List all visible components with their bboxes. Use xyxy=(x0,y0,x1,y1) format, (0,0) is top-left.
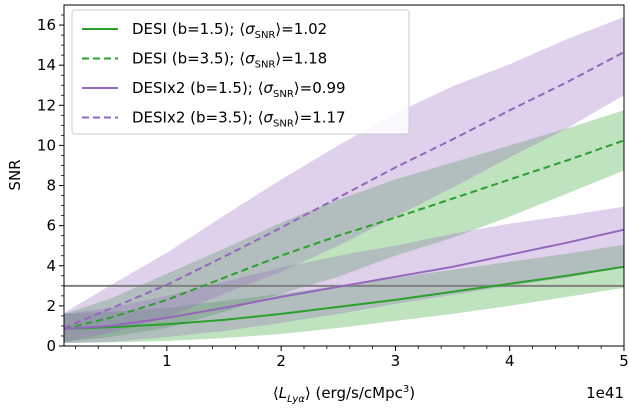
plot-frame xyxy=(63,4,625,347)
y-tick-label: 8 xyxy=(46,177,56,195)
legend-box xyxy=(71,9,410,135)
x-tick-label: 2 xyxy=(276,352,286,370)
line-series-4 xyxy=(63,51,625,329)
x-axis-label: ⟨LLyα⟩ (erg/s/cMpc3) xyxy=(273,384,415,405)
legend-label-2: DESI (b=3.5); ⟨σSNR⟩=1.18 xyxy=(132,50,327,71)
x-tick-label: 5 xyxy=(619,352,629,370)
x-tick-label: 1 xyxy=(162,352,172,370)
x-tick-label: 3 xyxy=(391,352,401,370)
band-series-1 xyxy=(64,244,624,343)
legend-label-1: DESI (b=1.5); ⟨σSNR⟩=1.02 xyxy=(132,20,327,41)
line-series-3 xyxy=(63,228,625,330)
y-tick-label: 0 xyxy=(46,337,56,355)
legend-label-3: DESIx2 (b=1.5); ⟨σSNR⟩=0.99 xyxy=(132,79,346,100)
x-tick-label: 4 xyxy=(505,352,515,370)
y-tick-label: 16 xyxy=(37,16,56,34)
confidence-bands xyxy=(64,17,624,343)
y-tick-label: 4 xyxy=(46,257,56,275)
legend-label-4: DESIx2 (b=3.5); ⟨σSNR⟩=1.17 xyxy=(132,109,346,130)
band-series-4 xyxy=(64,17,624,342)
band-series-2 xyxy=(64,110,624,342)
y-tick-label: 6 xyxy=(46,217,56,235)
y-tick-label: 10 xyxy=(37,136,56,154)
y-tick-label: 2 xyxy=(46,297,56,315)
legend: DESI (b=1.5); ⟨σSNR⟩=1.02 DESI (b=3.5); ⟨… xyxy=(71,9,410,135)
series-lines xyxy=(63,51,625,330)
legend-items: DESI (b=1.5); ⟨σSNR⟩=1.02 DESI (b=3.5); ⟨… xyxy=(82,20,346,130)
y-tick-label: 12 xyxy=(37,96,56,114)
line-series-2 xyxy=(63,139,625,330)
y-axis-label: SNR xyxy=(6,159,24,190)
line-series-1 xyxy=(63,265,625,330)
y-tick-label: 14 xyxy=(37,56,56,74)
band-series-3 xyxy=(64,206,624,343)
x-axis-offset-label: 1e41 xyxy=(586,384,624,402)
